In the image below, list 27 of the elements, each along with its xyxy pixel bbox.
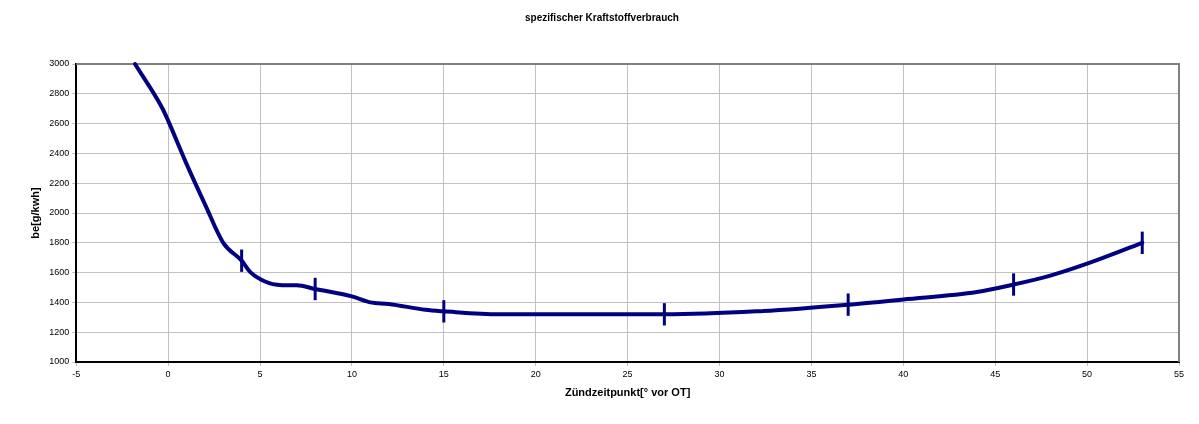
x-tick-label: 40 <box>898 368 909 379</box>
y-tick-label: 2200 <box>49 177 70 188</box>
x-tick-label: 25 <box>622 368 633 379</box>
x-tick-label: 55 <box>1173 368 1185 379</box>
x-tick-label: 50 <box>1082 368 1093 379</box>
x-tick-label: 20 <box>530 368 541 379</box>
x-tick-label: 5 <box>257 368 263 379</box>
x-tick-label: 35 <box>806 368 817 379</box>
y-tick-label: 1400 <box>49 296 70 307</box>
y-tick-label: 1800 <box>49 237 70 248</box>
y-tick-label: 1200 <box>49 326 70 337</box>
y-tick-label: 2000 <box>49 207 70 218</box>
chart-title: spezifischer Kraftstoffverbrauch <box>525 11 679 23</box>
x-tick-label: 0 <box>165 368 171 379</box>
y-tick-label: 3000 <box>49 58 70 69</box>
y-tick-label: 2400 <box>49 147 70 158</box>
y-tick-label: 1600 <box>49 267 70 278</box>
x-tick-label: 30 <box>714 368 725 379</box>
x-tick-label: 15 <box>438 368 449 379</box>
x-tick-label: 45 <box>990 368 1001 379</box>
y-tick-label: 1000 <box>49 356 70 367</box>
y-tick-label: 2800 <box>49 88 70 99</box>
x-tick-label: 10 <box>346 368 357 379</box>
x-axis-title: Zündzeitpunkt[° vor OT] <box>564 386 691 399</box>
y-tick-label: 2600 <box>49 118 70 129</box>
y-axis-title: be[g/kwh] <box>28 187 41 239</box>
x-tick-label: -5 <box>72 368 81 379</box>
